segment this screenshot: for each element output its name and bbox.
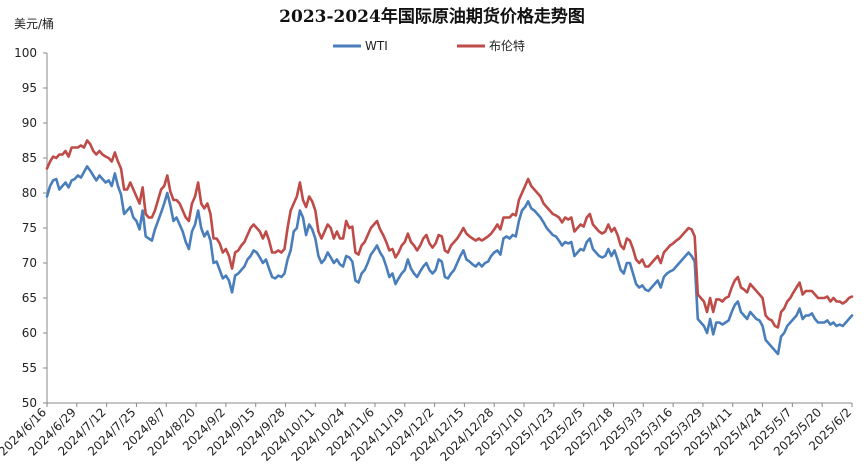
y-tick-label: 85 (22, 151, 37, 165)
y-tick-label: 90 (22, 116, 37, 130)
y-tick-label: 80 (22, 186, 37, 200)
y-tick-label: 100 (14, 46, 37, 60)
legend-label-1: 布伦特 (489, 38, 525, 53)
y-tick-label: 50 (22, 396, 37, 410)
series-layer (45, 139, 854, 356)
axes: 505560657075808590951002024/6/162024/6/2… (0, 46, 854, 464)
legend: WTI 布伦特 (333, 38, 525, 53)
y-tick-label: 65 (22, 291, 37, 305)
series-line-0 (45, 165, 854, 356)
legend-label-0: WTI (365, 39, 388, 53)
y-tick-label: 75 (22, 221, 37, 235)
chart-title: 2023-2024年国际原油期货价格走势图 (279, 6, 585, 27)
y-tick-label: 70 (22, 256, 37, 270)
series-line-1 (45, 139, 854, 329)
y-tick-label: 95 (22, 81, 37, 95)
y-axis-label: 美元/桶 (14, 16, 54, 31)
y-tick-label: 60 (22, 326, 37, 340)
y-tick-label: 55 (22, 361, 37, 375)
